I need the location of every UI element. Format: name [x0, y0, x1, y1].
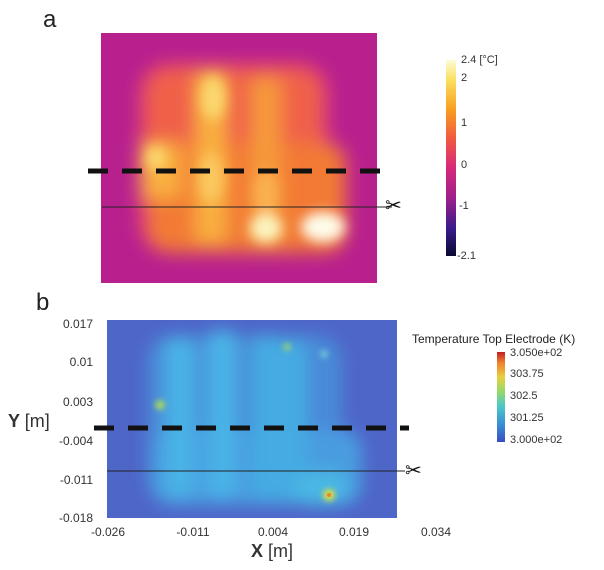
- panel-a-cut-line: [102, 206, 392, 208]
- panel-b-colorbar-tick: 302.5: [510, 390, 538, 402]
- x-axis-label: X: [251, 541, 264, 561]
- panel-a-label: a: [43, 6, 57, 33]
- panel-b-cut-line: [107, 470, 405, 472]
- y-tick-label: 0.003: [62, 395, 93, 409]
- panel-a-colorbar-tick: -2.1: [457, 250, 476, 262]
- panel-b-colorbar-tick: 3.000e+02: [510, 434, 563, 446]
- y-tick-label: 0.01: [69, 355, 93, 369]
- x-tick-label: -0.011: [176, 525, 210, 539]
- panel-a-colorbar-tick: 1: [461, 117, 468, 129]
- panel-b-colorbar-title: Temperature Top Electrode (K): [412, 332, 576, 346]
- panel-b-colorbar-tick: 3.050e+02: [510, 347, 563, 359]
- x-tick-label: 0.034: [420, 525, 452, 539]
- panel-a-colorbar-top-label: 2.4 [°C]: [461, 54, 498, 66]
- panel-b-colorbar: [497, 352, 505, 442]
- y-axis-title: Y [m]: [8, 411, 50, 432]
- y-tick-label: -0.004: [58, 434, 93, 448]
- x-tick-label: 0.004: [257, 525, 289, 539]
- panel-b-dashed-line: [94, 425, 409, 431]
- panel-a-colorbar-tick: 0: [461, 159, 468, 171]
- x-tick-label: 0.019: [338, 525, 370, 539]
- panel-a-colorbar-tick: 2: [461, 72, 468, 84]
- panel-b-label: b: [36, 289, 50, 316]
- y-axis-unit: [m]: [24, 411, 50, 431]
- y-tick-label: -0.018: [58, 511, 93, 525]
- y-tick-label: -0.011: [59, 473, 93, 487]
- panel-a-colorbar-tick: -1: [459, 200, 469, 212]
- panel-b-simulation-plot: [107, 320, 397, 518]
- panel-a-colorbar: [446, 60, 456, 256]
- scissors-icon: ✂: [405, 460, 422, 482]
- panel-a-dashed-line: [88, 168, 386, 174]
- y-axis-label: Y: [8, 411, 20, 431]
- panel-b-colorbar-tick: 303.75: [510, 368, 544, 380]
- panel-b-colorbar-tick: 301.25: [510, 412, 544, 424]
- scissors-icon: ✂: [385, 195, 402, 217]
- x-axis-title: X [m]: [251, 541, 293, 562]
- panel-a-thermal-image: [101, 33, 377, 283]
- x-tick-label: -0.026: [90, 525, 126, 539]
- x-axis-unit: [m]: [268, 541, 294, 561]
- y-tick-label: 0.017: [62, 317, 93, 331]
